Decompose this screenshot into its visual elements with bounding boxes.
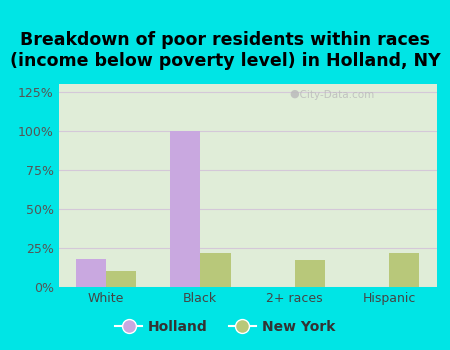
Text: Breakdown of poor residents within races
(income below poverty level) in Holland: Breakdown of poor residents within races…	[10, 31, 440, 70]
Bar	[106, 271, 136, 287]
Bar	[389, 253, 419, 287]
Legend: Holland, New York: Holland, New York	[109, 314, 341, 340]
Bar	[76, 259, 106, 287]
Bar	[295, 260, 325, 287]
Text: City-Data.com: City-Data.com	[293, 90, 374, 100]
Bar	[200, 253, 230, 287]
Bar	[170, 131, 200, 287]
Text: ●: ●	[289, 89, 299, 99]
